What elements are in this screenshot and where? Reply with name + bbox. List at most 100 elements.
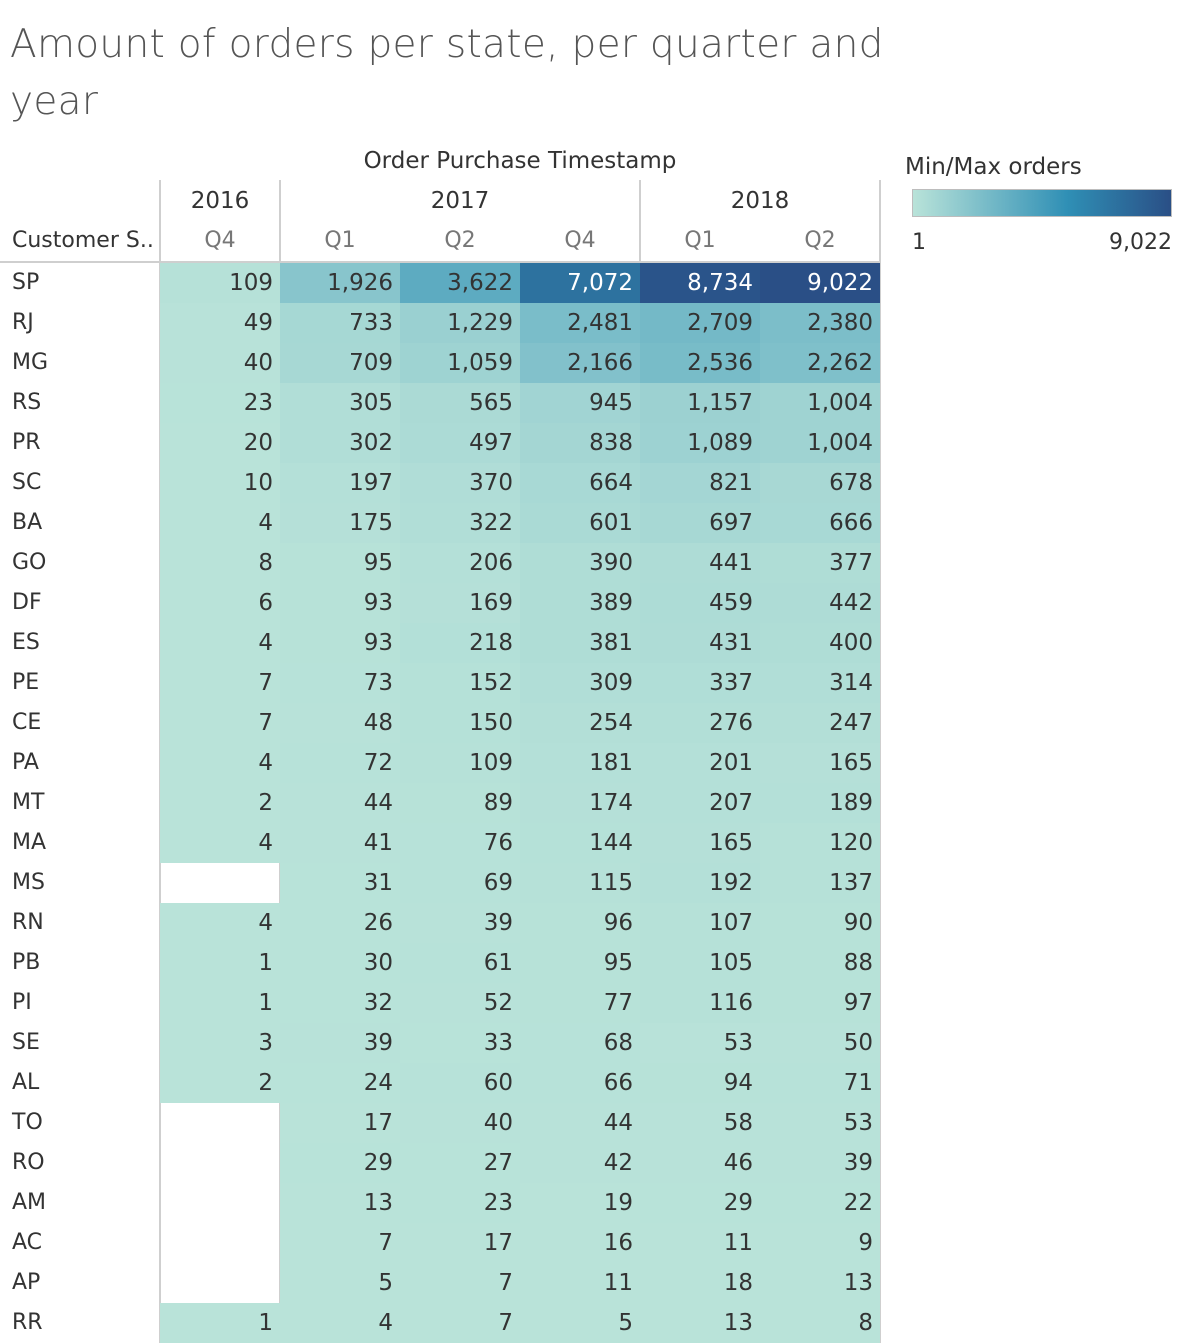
heatmap-cell[interactable]: 29 — [280, 1143, 400, 1183]
heatmap-cell[interactable]: 1,089 — [640, 423, 760, 463]
heatmap-cell[interactable]: 377 — [760, 543, 880, 583]
state-label-pb[interactable]: PB — [12, 950, 41, 975]
heatmap-cell[interactable] — [160, 1223, 280, 1263]
heatmap-cell[interactable]: 370 — [400, 463, 520, 503]
heatmap-cell[interactable]: 7 — [400, 1303, 520, 1343]
heatmap-cell[interactable]: 1,157 — [640, 383, 760, 423]
heatmap-cell[interactable]: 46 — [640, 1143, 760, 1183]
heatmap-cell[interactable]: 733 — [280, 303, 400, 343]
heatmap-cell[interactable]: 4 — [160, 823, 280, 863]
heatmap-cell[interactable]: 1,004 — [760, 423, 880, 463]
heatmap-cell[interactable]: 309 — [520, 663, 640, 703]
quarter-header-2017-q4[interactable]: Q4 — [564, 228, 596, 253]
heatmap-cell[interactable]: 4 — [160, 903, 280, 943]
heatmap-cell[interactable]: 13 — [280, 1183, 400, 1223]
quarter-header-2018-q1[interactable]: Q1 — [684, 228, 716, 253]
heatmap-cell[interactable] — [160, 1143, 280, 1183]
heatmap-cell[interactable]: 9,022 — [760, 263, 880, 303]
heatmap-cell[interactable]: 7 — [400, 1263, 520, 1303]
heatmap-cell[interactable]: 5 — [280, 1263, 400, 1303]
heatmap-cell[interactable]: 93 — [280, 623, 400, 663]
heatmap-cell[interactable]: 94 — [640, 1063, 760, 1103]
heatmap-cell[interactable]: 115 — [520, 863, 640, 903]
heatmap-cell[interactable]: 53 — [640, 1023, 760, 1063]
heatmap-cell[interactable]: 302 — [280, 423, 400, 463]
heatmap-cell[interactable]: 181 — [520, 743, 640, 783]
state-label-se[interactable]: SE — [12, 1030, 40, 1055]
heatmap-cell[interactable]: 9 — [760, 1223, 880, 1263]
heatmap-cell[interactable]: 390 — [520, 543, 640, 583]
heatmap-cell[interactable]: 5 — [520, 1303, 640, 1343]
heatmap-cell[interactable]: 58 — [640, 1103, 760, 1143]
heatmap-cell[interactable]: 1,004 — [760, 383, 880, 423]
quarter-header-2018-q2[interactable]: Q2 — [804, 228, 836, 253]
heatmap-cell[interactable]: 11 — [520, 1263, 640, 1303]
heatmap-cell[interactable]: 40 — [160, 343, 280, 383]
state-label-sp[interactable]: SP — [12, 270, 40, 295]
heatmap-cell[interactable]: 389 — [520, 583, 640, 623]
state-label-ro[interactable]: RO — [12, 1150, 45, 1175]
quarter-header-2017-q2[interactable]: Q2 — [444, 228, 476, 253]
heatmap-cell[interactable]: 1 — [160, 983, 280, 1023]
heatmap-cell[interactable]: 77 — [520, 983, 640, 1023]
heatmap-cell[interactable]: 89 — [400, 783, 520, 823]
heatmap-cell[interactable]: 24 — [280, 1063, 400, 1103]
state-label-pi[interactable]: PI — [12, 990, 32, 1015]
heatmap-cell[interactable]: 601 — [520, 503, 640, 543]
heatmap-cell[interactable]: 1,059 — [400, 343, 520, 383]
heatmap-cell[interactable]: 7 — [160, 663, 280, 703]
quarter-header-2016-q4[interactable]: Q4 — [204, 228, 236, 253]
heatmap-cell[interactable]: 3,622 — [400, 263, 520, 303]
heatmap-cell[interactable]: 30 — [280, 943, 400, 983]
year-header-2016[interactable]: 2016 — [190, 188, 250, 214]
heatmap-cell[interactable]: 459 — [640, 583, 760, 623]
heatmap-cell[interactable]: 29 — [640, 1183, 760, 1223]
heatmap-cell[interactable]: 26 — [280, 903, 400, 943]
heatmap-cell[interactable]: 52 — [400, 983, 520, 1023]
heatmap-cell[interactable]: 22 — [760, 1183, 880, 1223]
heatmap-cell[interactable]: 206 — [400, 543, 520, 583]
heatmap-cell[interactable]: 2,262 — [760, 343, 880, 383]
heatmap-cell[interactable] — [160, 1183, 280, 1223]
heatmap-cell[interactable]: 27 — [400, 1143, 520, 1183]
state-label-pa[interactable]: PA — [12, 750, 39, 775]
heatmap-cell[interactable]: 192 — [640, 863, 760, 903]
heatmap-cell[interactable]: 32 — [280, 983, 400, 1023]
heatmap-cell[interactable]: 109 — [160, 263, 280, 303]
heatmap-cell[interactable]: 7,072 — [520, 263, 640, 303]
heatmap-cell[interactable]: 4 — [280, 1303, 400, 1343]
heatmap-cell[interactable]: 72 — [280, 743, 400, 783]
quarter-header-2017-q1[interactable]: Q1 — [324, 228, 356, 253]
heatmap-cell[interactable]: 16 — [520, 1223, 640, 1263]
year-header-2018[interactable]: 2018 — [730, 188, 790, 214]
state-label-go[interactable]: GO — [12, 550, 47, 575]
heatmap-cell[interactable]: 13 — [640, 1303, 760, 1343]
state-label-es[interactable]: ES — [12, 630, 40, 655]
heatmap-cell[interactable]: 144 — [520, 823, 640, 863]
state-label-al[interactable]: AL — [12, 1070, 40, 1095]
heatmap-cell[interactable]: 400 — [760, 623, 880, 663]
heatmap-cell[interactable]: 709 — [280, 343, 400, 383]
state-label-ap[interactable]: AP — [12, 1270, 41, 1295]
state-label-pe[interactable]: PE — [12, 670, 40, 695]
state-label-ba[interactable]: BA — [12, 510, 43, 535]
heatmap-cell[interactable]: 49 — [160, 303, 280, 343]
heatmap-cell[interactable]: 95 — [520, 943, 640, 983]
heatmap-cell[interactable]: 945 — [520, 383, 640, 423]
heatmap-cell[interactable]: 8 — [760, 1303, 880, 1343]
heatmap-cell[interactable]: 17 — [400, 1223, 520, 1263]
heatmap-cell[interactable]: 90 — [760, 903, 880, 943]
heatmap-cell[interactable]: 247 — [760, 703, 880, 743]
heatmap-cell[interactable]: 88 — [760, 943, 880, 983]
heatmap-cell[interactable]: 11 — [640, 1223, 760, 1263]
heatmap-cell[interactable]: 165 — [760, 743, 880, 783]
heatmap-cell[interactable]: 105 — [640, 943, 760, 983]
heatmap-cell[interactable]: 23 — [400, 1183, 520, 1223]
heatmap-cell[interactable]: 17 — [280, 1103, 400, 1143]
heatmap-cell[interactable]: 20 — [160, 423, 280, 463]
state-label-am[interactable]: AM — [12, 1190, 47, 1215]
state-label-df[interactable]: DF — [12, 590, 42, 615]
heatmap-cell[interactable]: 44 — [520, 1103, 640, 1143]
heatmap-cell[interactable]: 276 — [640, 703, 760, 743]
heatmap-cell[interactable]: 13 — [760, 1263, 880, 1303]
